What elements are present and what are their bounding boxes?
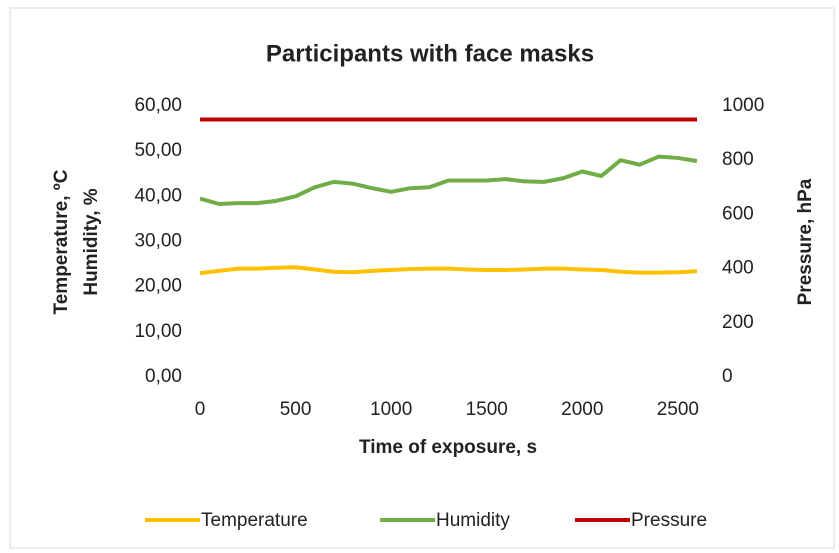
x-tick-label: 2000: [561, 399, 603, 420]
y2-tick-label: 600: [722, 203, 754, 224]
legend-label: Temperature: [201, 510, 308, 531]
y2-tick-label: 1000: [722, 95, 764, 116]
x-tick-label: 1500: [466, 399, 508, 420]
y2-tick-label: 0: [722, 366, 733, 387]
x-axis-label: Time of exposure, s: [359, 437, 537, 458]
x-tick-label: 1000: [370, 399, 412, 420]
y-tick-label: 0,00: [145, 366, 182, 387]
y-tick-label: 20,00: [134, 276, 182, 297]
x-tick-label: 2500: [657, 399, 699, 420]
y2-tick-label: 400: [722, 258, 754, 279]
chart-title: Participants with face masks: [266, 40, 594, 67]
data-line: [199, 265, 698, 276]
legend-label: Pressure: [631, 510, 707, 531]
y2-tick-label: 800: [722, 149, 754, 170]
chart-frame: [9, 7, 835, 549]
y-axis-label: Temperature, ºC: [51, 169, 72, 314]
y-tick-label: 50,00: [134, 140, 182, 161]
y-tick-label: 60,00: [134, 95, 182, 116]
y-tick-label: 40,00: [134, 185, 182, 206]
y-tick-label: 10,00: [134, 321, 182, 342]
legend-label: Humidity: [436, 510, 510, 531]
y2-tick-label: 200: [722, 312, 754, 333]
y-axis-label: Humidity, %: [81, 188, 102, 295]
x-tick-label: 0: [195, 399, 206, 420]
y2-axis-label: Pressure, hPa: [795, 178, 816, 305]
x-tick-label: 500: [280, 399, 312, 420]
data-line: [199, 154, 698, 207]
y-tick-label: 30,00: [134, 231, 182, 252]
